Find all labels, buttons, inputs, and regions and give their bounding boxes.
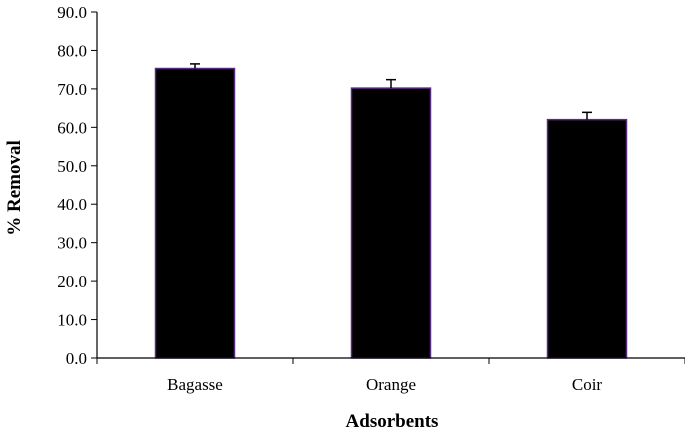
y-tick-label: 20.0 [57, 272, 87, 291]
bar-bagasse [154, 67, 236, 359]
error-bar-bagasse [190, 63, 200, 69]
error-bar-coir [582, 111, 592, 120]
x-tick-label: Orange [366, 375, 416, 394]
y-axis-title: % Removal [4, 140, 25, 236]
y-tick-label: 60.0 [57, 118, 87, 137]
x-tick-label: Coir [572, 375, 603, 394]
y-tick-label: 0.0 [66, 349, 87, 368]
bars [154, 67, 628, 359]
y-tick-label: 90.0 [57, 3, 87, 22]
bar-orange [350, 87, 432, 359]
y-tick-label: 40.0 [57, 195, 87, 214]
y-axis-ticks: 0.0 10.0 20.0 30.0 40.0 50.0 60.0 70.0 80.0 90.0 [57, 3, 97, 368]
bar-coir [546, 118, 628, 359]
error-bars [190, 63, 592, 120]
y-tick-label: 80.0 [57, 41, 87, 60]
x-tick-label: Bagasse [167, 375, 223, 394]
y-tick-label: 10.0 [57, 311, 87, 330]
x-axis-title: Adsorbents [346, 411, 439, 432]
axes [96, 12, 685, 359]
error-bar-orange [386, 78, 396, 89]
y-tick-label: 70.0 [57, 80, 87, 99]
x-axis-ticks: Bagasse Orange Coir [96, 358, 685, 394]
y-tick-label: 30.0 [57, 234, 87, 253]
y-tick-label: 50.0 [57, 157, 87, 176]
